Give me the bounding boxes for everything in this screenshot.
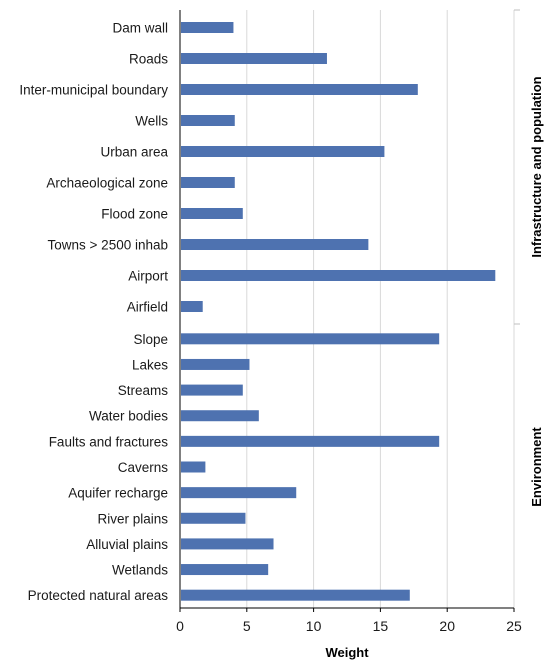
category-label: Inter-municipal boundary (19, 83, 168, 98)
category-label: Urban area (100, 145, 168, 160)
bar (181, 487, 297, 499)
bar (181, 177, 235, 188)
bar (181, 22, 234, 33)
bar (181, 384, 243, 396)
x-tick-label: 20 (439, 618, 455, 634)
x-tick-label: 25 (506, 618, 522, 634)
category-label: Towns > 2500 inhab (48, 238, 168, 253)
bar (181, 53, 327, 64)
bar (181, 461, 206, 473)
bar (181, 564, 269, 576)
category-label: Wells (135, 114, 168, 129)
category-label: Protected natural areas (28, 588, 169, 603)
category-label: Airport (128, 269, 168, 284)
category-label: Alluvial plains (86, 537, 168, 552)
bar (181, 84, 418, 95)
x-tick-label: 15 (373, 618, 389, 634)
bar (181, 410, 259, 422)
bar (181, 115, 235, 126)
bar (181, 358, 250, 370)
category-label: Streams (118, 383, 169, 398)
category-label: River plains (97, 511, 168, 526)
bar (181, 512, 246, 524)
bar (181, 435, 440, 447)
bar (181, 239, 369, 250)
bar (181, 538, 274, 550)
category-label: Wetlands (112, 563, 168, 578)
bar (181, 146, 385, 157)
x-tick-label: 0 (176, 618, 184, 634)
x-tick-label: 5 (243, 618, 251, 634)
category-label: Archaeological zone (46, 176, 168, 191)
category-label: Dam wall (112, 21, 168, 36)
category-label: Aquifer recharge (68, 486, 168, 501)
panel-label: Infrastructure and population (529, 76, 544, 257)
bar (181, 589, 410, 601)
category-label: Caverns (118, 460, 169, 475)
bar (181, 208, 243, 219)
bar (181, 333, 440, 345)
category-label: Slope (133, 332, 168, 347)
category-label: Water bodies (89, 409, 168, 424)
category-label: Lakes (132, 357, 168, 372)
x-tick-label: 10 (306, 618, 322, 634)
category-label: Faults and fractures (49, 434, 169, 449)
bar (181, 270, 496, 281)
x-axis-title: Weight (325, 645, 369, 660)
category-label: Airfield (127, 300, 168, 315)
bar (181, 301, 203, 312)
category-label: Flood zone (101, 207, 168, 222)
panel-label: Environment (529, 427, 544, 507)
category-label: Roads (129, 52, 168, 67)
